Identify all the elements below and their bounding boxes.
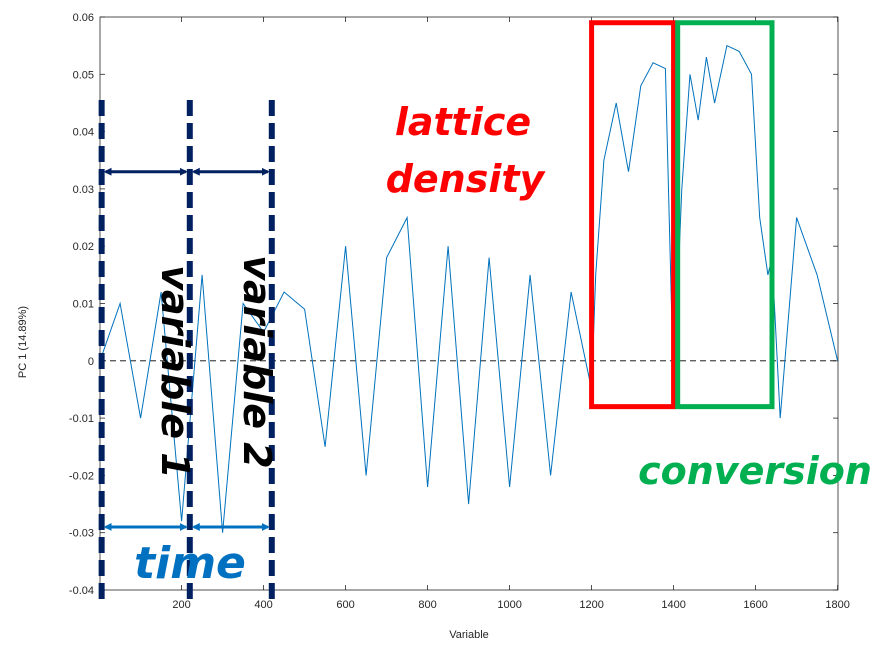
y-axis-title: PC 1 (14.89%) [17,306,29,378]
x-tick-label: 200 [172,599,190,611]
annotation-variable-1: variable 1 [153,265,197,479]
x-tick-label: 1200 [579,599,603,611]
x-tick-label: 400 [254,599,272,611]
y-tick-label: 0.05 [73,69,94,81]
annotation-lattice: lattice [395,100,531,144]
annotation-time: time [134,538,246,589]
y-tick-label: 0.04 [73,127,94,139]
y-tick-label: -0.02 [69,470,94,482]
y-tick-label: -0.03 [69,528,94,540]
annotation-overlays [98,20,775,604]
y-tick-label: 0.06 [73,12,94,24]
x-tick-label: 1400 [661,599,685,611]
y-tick-label: -0.01 [69,413,94,425]
y-tick-label: 0.03 [73,184,94,196]
x-tick-label: 1600 [743,599,767,611]
x-axis-title: Variable [449,629,489,641]
y-tick-label: -0.04 [69,585,94,597]
y-tick-label: 0 [88,356,94,368]
x-tick-label: 800 [418,599,436,611]
annotation-variable-2: variable 2 [235,255,279,469]
pc1-series-line [99,44,839,533]
y-tick-label: 0.01 [73,299,94,311]
annotation-conversion: conversion [638,449,872,493]
x-tick-label: 1800 [825,599,849,611]
annotation-density: density [386,157,547,201]
y-tick-label: 0.02 [73,241,94,253]
region-box [589,20,677,410]
x-tick-label: 1000 [497,599,521,611]
x-tick-label: 600 [336,599,354,611]
axis-ticks: 200 400 600 800 1000 1200 1400 1600 1800 -0.04 -0.… [69,12,850,611]
region-box [675,20,775,410]
